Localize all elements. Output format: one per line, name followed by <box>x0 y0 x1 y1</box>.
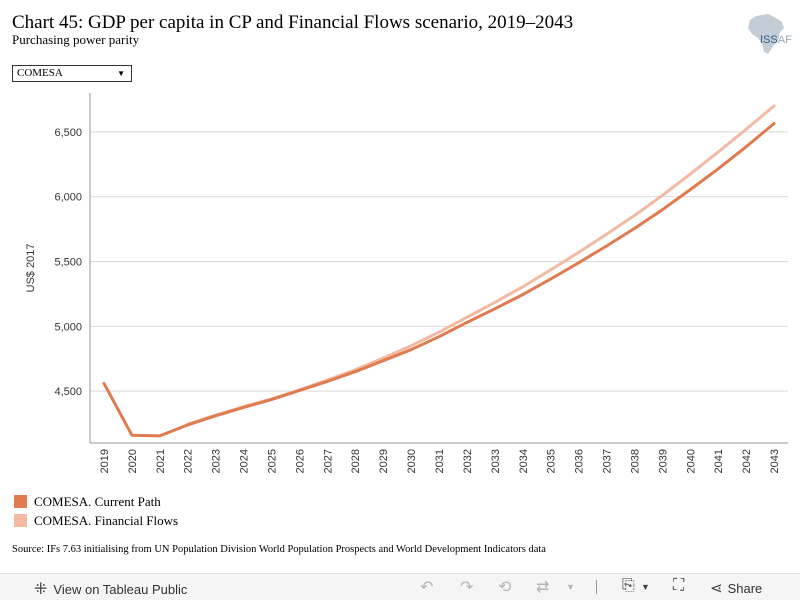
legend-swatch-current-path <box>14 495 27 508</box>
chart-title: Chart 45: GDP per capita in CP and Finan… <box>12 12 574 33</box>
legend-swatch-financial-flows <box>14 514 27 527</box>
view-on-tableau-public-link[interactable]: ⁜ View on Tableau Public <box>34 579 187 599</box>
region-filter-dropdown[interactable]: COMESA ▼ <box>12 65 132 82</box>
y-tick-label: 6,000 <box>54 192 82 204</box>
tableau-logo-icon: ⁜ <box>34 581 48 598</box>
x-tick-label: 2023 <box>211 449 223 473</box>
view-on-tableau-label: View on Tableau Public <box>53 581 188 597</box>
x-tick-label: 2027 <box>322 449 334 473</box>
x-tick-label: 2019 <box>99 449 111 473</box>
series-line <box>102 122 776 438</box>
revert-icon[interactable]: ⟲ <box>498 579 512 596</box>
x-tick-label: 2024 <box>239 449 251 473</box>
x-tick-label: 2041 <box>713 449 725 473</box>
share-icon: ⋖ <box>710 580 723 597</box>
x-tick-label: 2025 <box>266 449 278 473</box>
x-tick-label: 2020 <box>127 449 139 473</box>
x-tick-label: 2032 <box>462 449 474 473</box>
y-tick-labels: 4,500 5,000 5,500 6,000 6,500 <box>54 127 82 398</box>
africa-map-logo-icon <box>748 14 784 54</box>
x-tick-label: 2039 <box>657 449 669 473</box>
undo-icon[interactable]: ↶ <box>420 579 434 596</box>
x-tick-label: 2021 <box>155 449 167 473</box>
legend: COMESA. Current Path COMESA. Financial F… <box>14 492 178 530</box>
x-tick-label: 2035 <box>546 449 558 473</box>
share-button[interactable]: ⋖ Share <box>710 579 762 597</box>
series-line <box>186 104 776 426</box>
tableau-toolbar: ⁜ View on Tableau Public ↶ ↷ ⟲ ⇄ ▼ ⎘ ▼ ⛶… <box>0 573 800 600</box>
x-tick-label: 2030 <box>406 449 418 473</box>
refresh-options-chevron-icon[interactable]: ▼ <box>566 582 575 592</box>
download-icon[interactable]: ⎘ <box>622 577 635 594</box>
x-tick-labels: 2019 2020 2021 2022 2023 2024 2025 2026 2027 2028… <box>99 449 781 473</box>
y-tick-label: 4,500 <box>54 386 82 398</box>
refresh-icon[interactable]: ⇄ <box>536 579 550 596</box>
legend-label-current-path: COMESA. Current Path <box>34 493 161 509</box>
x-tick-label: 2029 <box>378 449 390 473</box>
chart-subtitle: Purchasing power parity <box>12 32 140 47</box>
x-tick-label: 2026 <box>294 449 306 473</box>
x-tick-label: 2034 <box>518 449 530 473</box>
x-tick-label: 2040 <box>685 449 697 473</box>
source-note: Source: IFs 7.63 initialising from UN Po… <box>12 544 546 555</box>
dropdown-arrow-icon: ▼ <box>117 69 125 78</box>
toolbar-divider <box>596 580 597 594</box>
x-tick-label: 2031 <box>434 449 446 473</box>
share-label: Share <box>727 580 763 596</box>
legend-label-financial-flows: COMESA. Financial Flows <box>34 512 179 528</box>
x-tick-label: 2042 <box>741 449 753 473</box>
iss-logo-text: ISSAF <box>760 34 792 46</box>
y-tick-label: 6,500 <box>54 127 82 139</box>
download-options-chevron-icon[interactable]: ▼ <box>641 582 650 592</box>
legend-item-current-path[interactable]: COMESA. Current Path <box>14 492 178 511</box>
x-tick-label: 2036 <box>574 449 586 473</box>
x-tick-label: 2038 <box>629 449 641 473</box>
region-filter-value: COMESA <box>17 67 63 79</box>
x-tick-label: 2028 <box>350 449 362 473</box>
y-tick-label: 5,500 <box>54 257 82 269</box>
y-axis-label: US$ 2017 <box>25 244 37 293</box>
x-tick-label: 2037 <box>602 449 614 473</box>
gridlines <box>90 131 788 392</box>
redo-icon[interactable]: ↷ <box>460 579 474 596</box>
legend-item-financial-flows[interactable]: COMESA. Financial Flows <box>14 511 178 530</box>
series-lines <box>102 104 776 438</box>
x-tick-label: 2022 <box>183 449 195 473</box>
y-tick-label: 5,000 <box>54 321 82 333</box>
x-tick-label: 2043 <box>769 449 781 473</box>
x-tick-label: 2033 <box>490 449 502 473</box>
fullscreen-icon[interactable]: ⛶ <box>673 577 685 594</box>
